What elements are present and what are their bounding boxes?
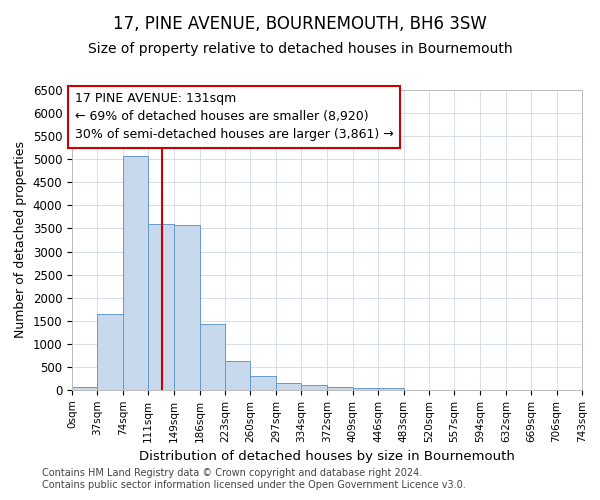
Text: Contains public sector information licensed under the Open Government Licence v3: Contains public sector information licen…	[42, 480, 466, 490]
Bar	[123, 156, 148, 390]
Bar	[301, 385, 328, 390]
Bar	[200, 324, 225, 390]
Bar	[148, 224, 174, 390]
Bar	[174, 225, 200, 390]
X-axis label: Distribution of detached houses by size in Bournemouth: Distribution of detached houses by size …	[139, 450, 515, 463]
Bar	[276, 383, 301, 390]
Bar	[378, 388, 404, 390]
Text: 17, PINE AVENUE, BOURNEMOUTH, BH6 3SW: 17, PINE AVENUE, BOURNEMOUTH, BH6 3SW	[113, 15, 487, 33]
Text: 17 PINE AVENUE: 131sqm
← 69% of detached houses are smaller (8,920)
30% of semi-: 17 PINE AVENUE: 131sqm ← 69% of detached…	[75, 92, 394, 142]
Bar	[72, 386, 97, 390]
Text: Contains HM Land Registry data © Crown copyright and database right 2024.: Contains HM Land Registry data © Crown c…	[42, 468, 422, 477]
Bar	[328, 386, 353, 390]
Bar	[225, 362, 250, 390]
Bar	[353, 388, 378, 390]
Bar	[97, 314, 123, 390]
Bar	[250, 376, 276, 390]
Text: Size of property relative to detached houses in Bournemouth: Size of property relative to detached ho…	[88, 42, 512, 56]
Y-axis label: Number of detached properties: Number of detached properties	[14, 142, 27, 338]
